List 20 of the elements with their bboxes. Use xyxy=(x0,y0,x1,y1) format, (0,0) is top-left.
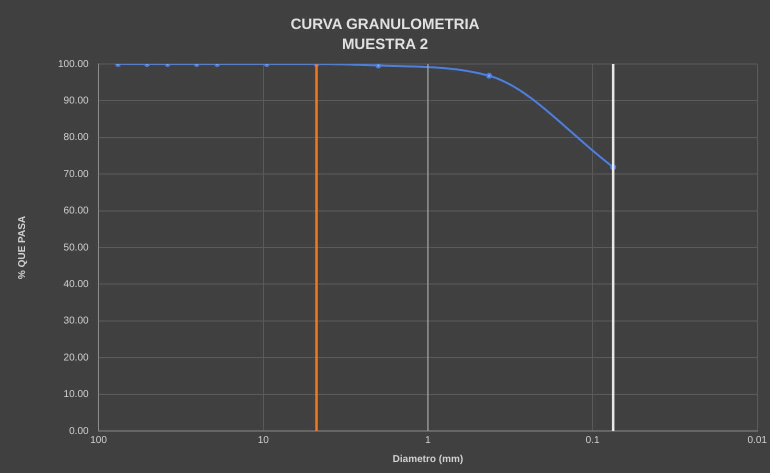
y-tick-label: 30.00 xyxy=(64,316,90,327)
y-tick-label: 10.00 xyxy=(64,389,90,400)
x-tick-label: 0.1 xyxy=(586,434,600,446)
y-tick-label: 70.00 xyxy=(64,168,90,180)
y-tick-label: 100.00 xyxy=(58,58,90,70)
y-tick-label: 0.00 xyxy=(69,426,90,437)
x-tick-label: 0.01 xyxy=(748,434,768,446)
chart-subtitle: MUESTRA 2 xyxy=(342,36,428,54)
y-axis-title: % QUE PASA xyxy=(16,216,28,280)
y-tick-label: 90.00 xyxy=(64,95,90,106)
y-tick-label: 60.00 xyxy=(64,206,90,217)
y-tick-label: 50.00 xyxy=(64,242,90,254)
y-tick-label: 20.00 xyxy=(64,352,90,364)
x-tick-label: 100 xyxy=(90,434,108,446)
x-tick-label: 10 xyxy=(258,434,270,446)
chart-title: CURVA GRANULOMETRIA xyxy=(290,16,480,34)
y-tick-label: 40.00 xyxy=(64,278,90,290)
y-tick-label: 80.00 xyxy=(64,132,90,144)
x-tick-label: 1 xyxy=(425,434,432,446)
x-axis-title: Diametro (mm) xyxy=(392,454,464,465)
